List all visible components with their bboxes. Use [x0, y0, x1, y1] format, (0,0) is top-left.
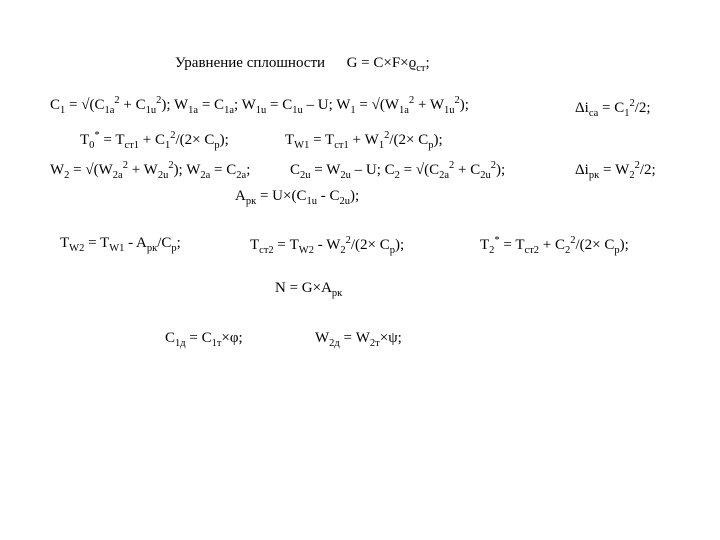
eq-tw2: TW2 = TW1 - Aрк/Cр;: [60, 235, 181, 254]
eq-c2: C2u = W2u – U; C2 = √(C2a2 + C2u2);: [290, 160, 505, 181]
eq-tw1: TW1 = Tст1 + W12/(2× Cр);: [285, 130, 443, 151]
title-line: Уравнение сплошности G = C×F×ϱст;: [175, 55, 430, 74]
eq-tst2: Tст2 = TW2 - W22/(2× Cр);: [250, 235, 404, 256]
title-text: Уравнение сплошности: [175, 55, 325, 71]
eq-c1d: C1д = C1т×φ;: [165, 330, 243, 349]
eq-t2star: T2* = Tст2 + C22/(2× Cр);: [480, 235, 629, 256]
eq-w2d: W2д = W2т×ψ;: [315, 330, 402, 349]
eq-di-ca: Δiса = C12/2;: [575, 98, 651, 119]
eq-n: N = G×Aрк: [275, 280, 342, 299]
eq-di-rk: Δiрк = W22/2;: [575, 160, 656, 181]
title-eq: G = C×F×ϱст;: [347, 55, 430, 71]
eq-w2: W2 = √(W2a2 + W2u2); W2a = C2a;: [50, 160, 250, 181]
eq-c1-w1: C1 = √(C1a2 + C1u2); W1a = C1a; W1u = C1…: [50, 95, 469, 116]
eq-t0star: T0* = Tст1 + C12/(2× Cр);: [80, 130, 229, 151]
eq-ark: Aрк = U×(C1u - C2u);: [235, 188, 359, 207]
